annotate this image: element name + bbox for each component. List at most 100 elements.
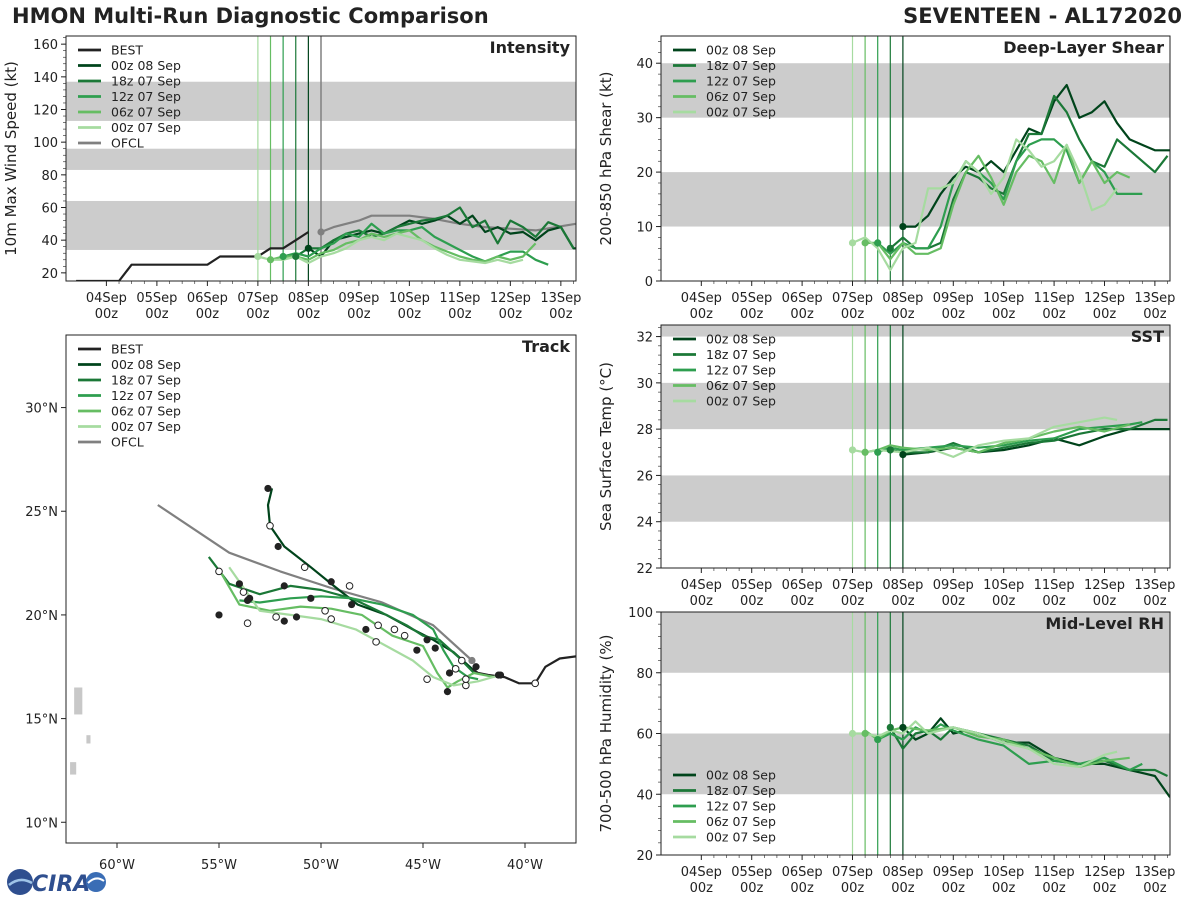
sst-xtick-day-5: 09Sep xyxy=(933,578,974,593)
rh-plot-area xyxy=(661,612,1170,855)
sst-marker-2 xyxy=(874,448,882,456)
rh-marker-4 xyxy=(899,723,907,732)
track-marker-16 xyxy=(327,615,336,623)
intensity-ytick-label-0: 20 xyxy=(41,267,58,282)
intensity-xtick-hour-2: 00z xyxy=(196,307,220,322)
sst-xtick-hour-1: 00z xyxy=(740,594,764,609)
sst-xtick-hour-5: 00z xyxy=(942,594,966,609)
sst-band-2 xyxy=(661,325,1170,337)
sst-series-06z-07-sep xyxy=(864,423,1130,454)
sst-ytick-label-2: 26 xyxy=(636,469,653,484)
track-xtick-label-3: 45°W xyxy=(405,858,441,873)
intensity-series-06z-07-sep xyxy=(270,229,537,263)
track-marker-35 xyxy=(451,665,460,673)
sst-marker-3 xyxy=(886,446,894,454)
shear-panel: 01020304004Sep00z05Sep00z06Sep00z07Sep00… xyxy=(597,35,1175,322)
track-marker-15 xyxy=(215,567,223,576)
rh-panel: 2040608010004Sep00z05Sep00z06Sep00z07Sep… xyxy=(597,606,1175,896)
track-legend-label-18z-07-sep: 18z 07 Sep xyxy=(111,373,181,388)
rh-xtick-day-4: 08Sep xyxy=(882,865,923,880)
shear-band-0 xyxy=(661,172,1170,227)
intensity-ytick-label-5: 120 xyxy=(33,104,58,119)
rh-xtick-hour-5: 00z xyxy=(942,881,966,896)
sst-xtick-hour-8: 00z xyxy=(1093,594,1117,609)
sst-ylabel: Sea Surface Temp (°C) xyxy=(597,362,615,531)
track-series-12z-07-sep xyxy=(239,595,479,681)
track-marker-27 xyxy=(400,631,409,640)
shear-series-06z-07-sep xyxy=(865,143,1131,261)
shear-legend-label-12z-07-sep: 12z 07 Sep xyxy=(706,74,776,89)
track-marker-3 xyxy=(266,521,274,530)
rh-xtick-hour-9: 00z xyxy=(1143,881,1167,896)
intensity-legend-label-best: BEST xyxy=(111,43,143,58)
track-marker-7 xyxy=(348,600,356,609)
sst-legend-label-00z-07-sep: 00z 07 Sep xyxy=(706,394,776,409)
logo-globe-icon xyxy=(7,869,33,895)
logo-swirl-icon xyxy=(8,878,33,886)
track-ytick-label-3: 25°N xyxy=(25,505,58,520)
intensity-series-best xyxy=(76,231,309,281)
intensity-ytick-label-6: 140 xyxy=(33,71,58,86)
rh-xtick-day-1: 05Sep xyxy=(731,865,772,880)
rh-xtick-day-6: 10Sep xyxy=(983,865,1024,880)
shear-xtick-hour-6: 00z xyxy=(992,307,1016,322)
rh-legend-label-06z-07-sep: 06z 07 Sep xyxy=(706,814,776,829)
sst-series-18z-07-sep xyxy=(890,418,1168,454)
sst-xtick-hour-4: 00z xyxy=(891,594,915,609)
intensity-legend-label-00z-08-sep: 00z 08 Sep xyxy=(111,58,181,73)
track-ytick-label-0: 10°N xyxy=(25,816,58,831)
intensity-xtick-day-9: 13Sep xyxy=(540,291,581,306)
sst-legend-label-06z-07-sep: 06z 07 Sep xyxy=(706,378,776,393)
intensity-xtick-day-2: 06Sep xyxy=(187,291,228,306)
track-xtick-label-4: 40°W xyxy=(507,858,543,873)
shear-xtick-hour-9: 00z xyxy=(1143,307,1167,322)
shear-xtick-day-9: 13Sep xyxy=(1134,291,1175,306)
track-series-06z-07-sep xyxy=(218,568,495,689)
rh-xtick-day-0: 04Sep xyxy=(681,865,722,880)
shear-marker-3 xyxy=(886,244,894,252)
shear-xtick-hour-3: 00z xyxy=(841,307,865,322)
intensity-xtick-hour-9: 00z xyxy=(549,307,573,322)
cira-logo: CIRA xyxy=(7,869,106,897)
sst-xtick-day-7: 11Sep xyxy=(1034,578,1075,593)
track-marker-38 xyxy=(462,675,470,683)
rh-xtick-day-8: 12Sep xyxy=(1084,865,1125,880)
rh-legend-label-00z-07-sep: 00z 07 Sep xyxy=(706,830,776,845)
intensity-legend-label-00z-07-sep: 00z 07 Sep xyxy=(111,120,181,135)
sst-xtick-day-1: 05Sep xyxy=(731,578,772,593)
track-marker-11 xyxy=(307,594,315,602)
track-marker-19 xyxy=(215,611,223,619)
rh-marker-0 xyxy=(848,729,857,738)
intensity-ytick-label-4: 100 xyxy=(33,136,58,151)
intensity-xtick-day-8: 12Sep xyxy=(490,291,531,306)
intensity-legend-label-18z-07-sep: 18z 07 Sep xyxy=(111,74,181,89)
track-marker-1 xyxy=(468,656,476,665)
sst-xtick-hour-6: 00z xyxy=(992,594,1016,609)
shear-xtick-hour-5: 00z xyxy=(942,307,966,322)
track-marker-18 xyxy=(239,588,248,596)
shear-ytick-label-1: 10 xyxy=(636,221,653,236)
logo-emblem-wave-icon xyxy=(87,877,105,884)
track-marker-2 xyxy=(264,484,272,493)
rh-marker-1 xyxy=(861,729,869,738)
intensity-legend-label-06z-07-sep: 06z 07 Sep xyxy=(111,105,181,120)
rh-xtick-hour-3: 00z xyxy=(841,881,865,896)
rh-ytick-label-1: 40 xyxy=(636,788,653,803)
rh-ytick-label-3: 80 xyxy=(636,667,653,682)
track-series-ofcl xyxy=(157,504,473,662)
track-legend-label-12z-07-sep: 12z 07 Sep xyxy=(111,388,181,403)
sst-marker-1 xyxy=(861,448,869,456)
shear-xtick-day-8: 12Sep xyxy=(1084,291,1125,306)
sst-xtick-day-9: 13Sep xyxy=(1134,578,1175,593)
track-marker-4 xyxy=(274,542,282,551)
rh-series-00z-07-sep xyxy=(852,720,1118,769)
intensity-xtick-day-6: 10Sep xyxy=(389,291,430,306)
logo-emblem-icon xyxy=(86,872,106,892)
sst-xtick-hour-9: 00z xyxy=(1143,594,1167,609)
shear-legend-label-18z-07-sep: 18z 07 Sep xyxy=(706,58,776,73)
figure-title: HMON Multi-Run Diagnostic Comparison xyxy=(12,4,489,28)
sst-xtick-day-4: 08Sep xyxy=(882,578,923,593)
sst-ytick-label-0: 22 xyxy=(636,562,653,577)
track-legend-label-00z-08-sep: 00z 08 Sep xyxy=(111,357,181,372)
